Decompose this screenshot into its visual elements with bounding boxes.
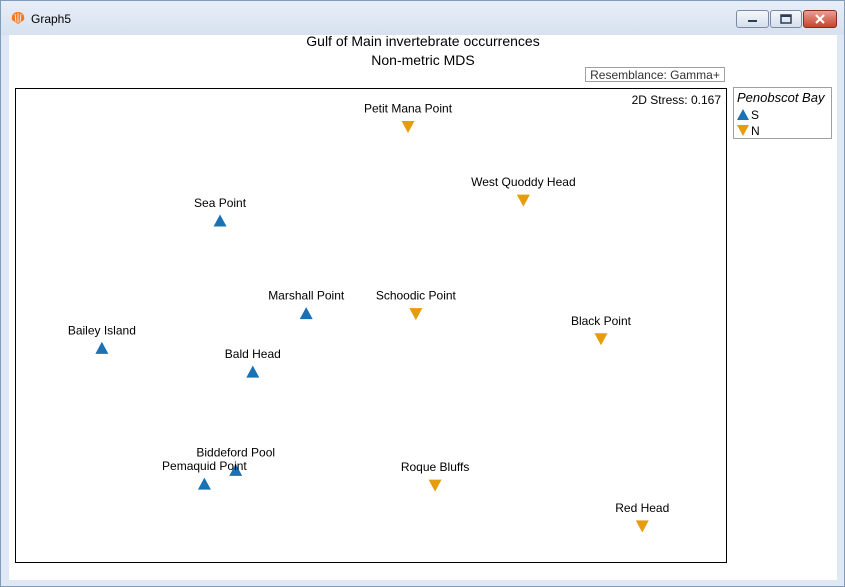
point-marker — [213, 214, 227, 227]
legend: Penobscot Bay S N — [733, 87, 832, 139]
graph-area: Gulf of Main invertebrate occurrences No… — [9, 33, 837, 580]
legend-title: Penobscot Bay — [737, 90, 825, 105]
legend-label-n: N — [751, 123, 760, 138]
point-marker — [299, 307, 313, 320]
point-marker — [635, 520, 649, 533]
minimize-button[interactable] — [736, 10, 769, 28]
legend-label-s: S — [751, 107, 760, 122]
point-label: Marshall Point — [268, 289, 345, 303]
minimize-icon — [748, 20, 757, 22]
mds-plot: 2D Stress: 0.167 Petit Mana Point West Qu… — [15, 88, 727, 563]
point-marker — [594, 333, 608, 346]
stress-label: 2D Stress: 0.167 — [632, 93, 722, 107]
close-icon — [815, 14, 825, 24]
point-marker — [197, 477, 211, 490]
point-marker — [409, 308, 423, 321]
maximize-button[interactable] — [770, 10, 802, 28]
point-label: Bailey Island — [68, 323, 136, 337]
point-marker — [428, 479, 442, 492]
point-label: Schoodic Point — [376, 289, 457, 303]
window-title: Graph5 — [31, 12, 72, 26]
point-label: Pemaquid Point — [162, 459, 247, 473]
point-marker — [229, 463, 243, 476]
resemblance-label: Resemblance: Gamma+ — [585, 67, 725, 82]
point-label: Sea Point — [194, 196, 247, 210]
point-marker — [516, 194, 530, 207]
triangle-up-icon — [737, 109, 749, 121]
point-label: Black Point — [571, 314, 632, 328]
point-label: Bald Head — [225, 347, 281, 361]
point-label: Red Head — [615, 501, 669, 515]
triangle-down-icon — [737, 125, 749, 137]
point-label: Roque Bluffs — [401, 460, 470, 474]
point-layer: Petit Mana Point West Quoddy Head Sea Poin… — [68, 101, 669, 533]
chart-subtitle: Non-metric MDS — [371, 52, 475, 68]
point-label: Biddeford Pool — [196, 445, 275, 459]
title-bar[interactable]: Graph5 — [1, 1, 844, 35]
restore-icon — [780, 14, 792, 24]
legend-entry-n: N — [737, 123, 760, 138]
point-label: Petit Mana Point — [364, 101, 453, 115]
app-shell-icon — [11, 12, 25, 24]
point-marker — [246, 365, 260, 378]
point-marker — [401, 120, 415, 133]
point-marker — [95, 341, 109, 354]
legend-entry-s: S — [737, 107, 759, 122]
plot-frame — [15, 88, 727, 563]
close-button[interactable] — [803, 10, 837, 28]
point-label: West Quoddy Head — [471, 175, 576, 189]
chart-title: Gulf of Main invertebrate occurrences — [306, 33, 540, 49]
